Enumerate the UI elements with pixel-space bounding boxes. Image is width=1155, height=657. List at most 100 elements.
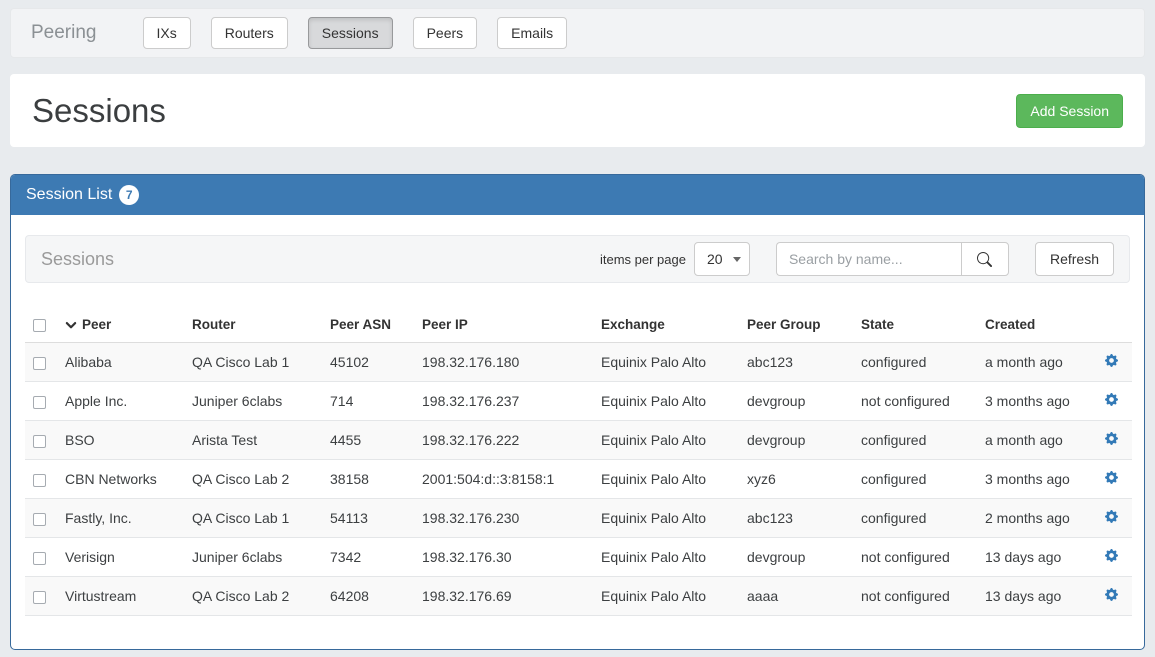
cell-created: a month ago: [977, 420, 1092, 460]
nav-button-routers[interactable]: Routers: [210, 17, 288, 49]
brand-title: Peering: [31, 22, 97, 43]
cell-peer-asn: 4455: [322, 420, 414, 460]
row-checkbox[interactable]: [33, 590, 46, 604]
cell-router: QA Cisco Lab 2: [184, 576, 322, 616]
cell-created: 3 months ago: [977, 459, 1092, 499]
cell-created: 13 days ago: [977, 537, 1092, 577]
row-checkbox[interactable]: [33, 473, 46, 487]
cell-router: Arista Test: [184, 420, 322, 460]
cell-peer-ip: 198.32.176.180: [414, 342, 593, 382]
cell-exchange: Equinix Palo Alto: [593, 342, 739, 382]
gear-icon[interactable]: [1105, 510, 1118, 523]
gear-icon[interactable]: [1105, 432, 1118, 445]
row-checkbox[interactable]: [33, 356, 46, 370]
cell-peer-group: aaaa: [739, 576, 853, 616]
search-icon: [977, 251, 993, 267]
cell-peer: CBN Networks: [57, 459, 184, 499]
table-toolbar: Sessions items per page 20: [25, 235, 1130, 283]
nav-button-emails[interactable]: Emails: [497, 17, 568, 49]
session-table: Peer Router Peer ASN Peer IP Exchange Pe…: [25, 307, 1132, 616]
cell-peer: Apple Inc.: [57, 381, 184, 421]
nav-button-ixs[interactable]: IXs: [142, 17, 191, 49]
cell-peer-ip: 2001:504:d::3:8158:1: [414, 459, 593, 499]
cell-exchange: Equinix Palo Alto: [593, 537, 739, 577]
chevron-down-icon[interactable]: [65, 319, 77, 331]
cell-exchange: Equinix Palo Alto: [593, 459, 739, 499]
cell-peer-ip: 198.32.176.222: [414, 420, 593, 460]
column-header-peer-ip[interactable]: Peer IP: [414, 307, 593, 343]
top-navbar: Peering IXs Routers Sessions Peers Email…: [10, 8, 1145, 58]
items-per-page-label: items per page: [599, 251, 686, 267]
table-row: Virtustream QA Cisco Lab 2 64208 198.32.…: [25, 576, 1132, 616]
column-header-actions: [1092, 307, 1132, 343]
column-header-peer[interactable]: Peer: [82, 317, 112, 332]
column-header-router[interactable]: Router: [184, 307, 322, 343]
cell-router: QA Cisco Lab 2: [184, 459, 322, 499]
gear-icon[interactable]: [1105, 471, 1118, 484]
search-button[interactable]: [960, 242, 1009, 276]
table-row: Verisign Juniper 6clabs 7342 198.32.176.…: [25, 537, 1132, 577]
refresh-button[interactable]: Refresh: [1034, 242, 1114, 276]
gear-icon[interactable]: [1105, 393, 1118, 406]
cell-peer-ip: 198.32.176.230: [414, 498, 593, 538]
cell-state: configured: [853, 459, 977, 499]
cell-created: a month ago: [977, 342, 1092, 382]
column-header-exchange[interactable]: Exchange: [593, 307, 739, 343]
cell-peer-ip: 198.32.176.30: [414, 537, 593, 577]
cell-peer: BSO: [57, 420, 184, 460]
column-header-state[interactable]: State: [853, 307, 977, 343]
gear-icon[interactable]: [1105, 549, 1118, 562]
cell-exchange: Equinix Palo Alto: [593, 381, 739, 421]
panel-heading: Session List 7: [11, 175, 1144, 215]
cell-peer-asn: 54113: [322, 498, 414, 538]
row-checkbox[interactable]: [33, 395, 46, 409]
gear-icon[interactable]: [1105, 588, 1118, 601]
panel-title: Session List: [26, 186, 113, 203]
cell-peer: Verisign: [57, 537, 184, 577]
cell-exchange: Equinix Palo Alto: [593, 420, 739, 460]
items-per-page-select[interactable]: 20: [693, 242, 750, 276]
cell-peer-ip: 198.32.176.237: [414, 381, 593, 421]
select-all-checkbox[interactable]: [33, 318, 46, 332]
cell-created: 13 days ago: [977, 576, 1092, 616]
toolbar-title: Sessions: [41, 248, 115, 269]
column-header-peer-group[interactable]: Peer Group: [739, 307, 853, 343]
cell-created: 2 months ago: [977, 498, 1092, 538]
row-checkbox[interactable]: [33, 512, 46, 526]
table-row: Alibaba QA Cisco Lab 1 45102 198.32.176.…: [25, 342, 1132, 382]
cell-peer-asn: 64208: [322, 576, 414, 616]
cell-exchange: Equinix Palo Alto: [593, 576, 739, 616]
cell-peer-group: abc123: [739, 498, 853, 538]
session-count-badge: 7: [119, 185, 140, 205]
cell-peer-group: devgroup: [739, 537, 853, 577]
cell-router: QA Cisco Lab 1: [184, 342, 322, 382]
cell-router: QA Cisco Lab 1: [184, 498, 322, 538]
cell-router: Juniper 6clabs: [184, 537, 322, 577]
row-checkbox[interactable]: [33, 551, 46, 565]
cell-peer: Virtustream: [57, 576, 184, 616]
cell-peer-group: devgroup: [739, 381, 853, 421]
cell-peer-group: devgroup: [739, 420, 853, 460]
cell-peer: Alibaba: [57, 342, 184, 382]
cell-state: not configured: [853, 381, 977, 421]
gear-icon[interactable]: [1105, 354, 1118, 367]
cell-peer-group: abc123: [739, 342, 853, 382]
page-header-card: Sessions Add Session: [10, 74, 1145, 147]
column-header-peer-asn[interactable]: Peer ASN: [322, 307, 414, 343]
items-per-page-value: 20: [706, 251, 723, 267]
caret-down-icon: [732, 256, 741, 262]
panel-body: Sessions items per page 20: [11, 215, 1144, 630]
table-row: CBN Networks QA Cisco Lab 2 38158 2001:5…: [25, 459, 1132, 499]
row-checkbox[interactable]: [33, 434, 46, 448]
nav-button-peers[interactable]: Peers: [412, 17, 478, 49]
cell-peer-asn: 714: [322, 381, 414, 421]
cell-state: configured: [853, 420, 977, 460]
cell-router: Juniper 6clabs: [184, 381, 322, 421]
nav-button-sessions[interactable]: Sessions: [307, 17, 393, 49]
column-header-created[interactable]: Created: [977, 307, 1092, 343]
session-list-panel: Session List 7 Sessions items per page 2…: [10, 174, 1145, 650]
search-input[interactable]: [775, 242, 961, 276]
cell-peer: Fastly, Inc.: [57, 498, 184, 538]
table-header-row: Peer Router Peer ASN Peer IP Exchange Pe…: [25, 307, 1132, 343]
add-session-button[interactable]: Add Session: [1016, 93, 1123, 128]
